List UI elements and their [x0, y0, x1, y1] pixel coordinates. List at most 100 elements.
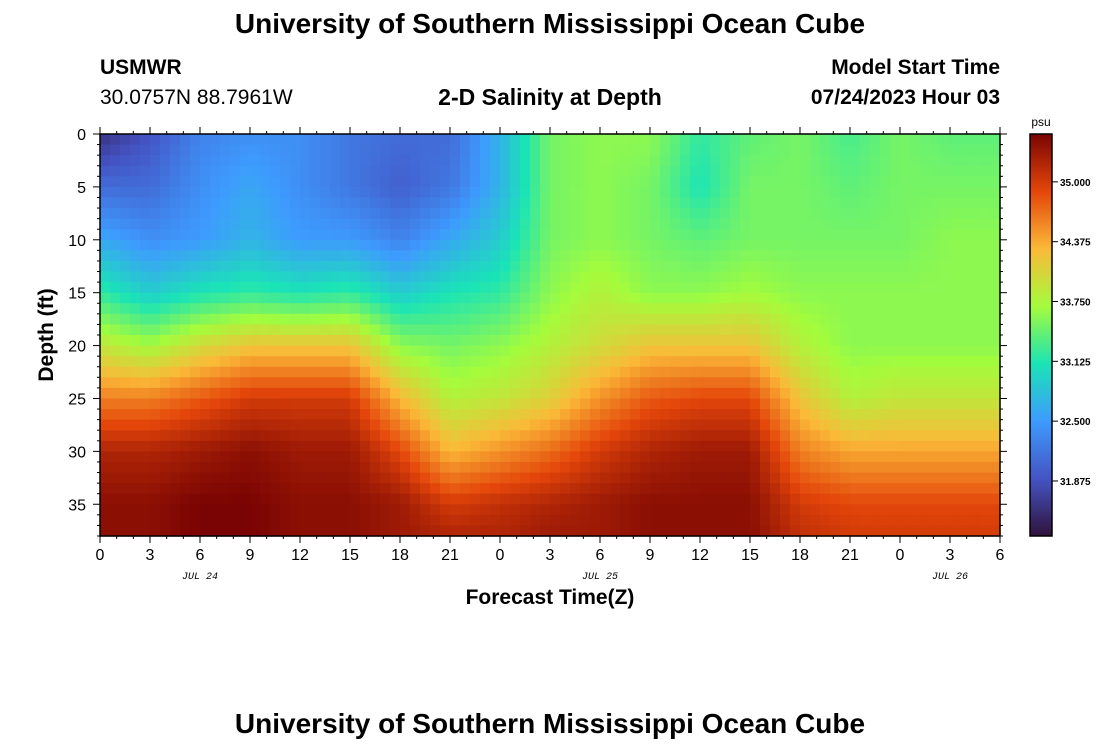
heatmap-cell — [140, 197, 151, 209]
heatmap-cell — [240, 197, 251, 209]
heatmap-cell — [820, 239, 831, 251]
heatmap-cell — [800, 186, 811, 199]
heatmap-cell — [200, 419, 211, 431]
heatmap-cell — [480, 165, 491, 177]
heatmap-cell — [420, 144, 431, 156]
heatmap-cell — [970, 451, 981, 463]
heatmap-cell — [370, 208, 381, 220]
heatmap-cell — [440, 493, 451, 505]
heatmap-cell — [950, 419, 961, 431]
heatmap-cell — [910, 483, 921, 495]
heatmap-cell — [160, 250, 171, 262]
heatmap-cell — [610, 377, 621, 389]
heatmap-cell — [790, 514, 801, 527]
heatmap-cell — [150, 176, 161, 188]
heatmap-cell — [650, 387, 661, 400]
heatmap-cell — [180, 176, 191, 188]
heatmap-cell — [980, 525, 991, 537]
heatmap-cell — [880, 218, 891, 230]
heatmap-cell — [460, 144, 471, 156]
heatmap-cell — [610, 239, 621, 251]
heatmap-cell — [650, 409, 661, 421]
heatmap-cell — [570, 409, 581, 421]
heatmap-cell — [530, 292, 541, 304]
heatmap-cell — [840, 260, 851, 273]
heatmap-cell — [940, 303, 951, 315]
heatmap-cell — [910, 260, 921, 273]
heatmap-cell — [220, 430, 231, 442]
heatmap-cell — [210, 176, 221, 188]
heatmap-cell — [290, 451, 301, 463]
heatmap-cell — [660, 504, 671, 516]
heatmap-cell — [190, 472, 201, 484]
heatmap-cell — [450, 303, 461, 315]
heatmap-cell — [280, 303, 291, 315]
heatmap-cell — [650, 292, 661, 304]
heatmap-cell — [510, 303, 521, 315]
heatmap-cell — [410, 409, 421, 421]
heatmap-cell — [270, 239, 281, 251]
heatmap-cell — [360, 324, 371, 336]
heatmap-cell — [770, 239, 781, 251]
heatmap-cell — [500, 472, 511, 484]
heatmap-cell — [250, 472, 261, 484]
heatmap-cell — [120, 377, 131, 389]
heatmap-cell — [470, 176, 481, 188]
heatmap-cell — [330, 525, 341, 537]
heatmap-cell — [800, 134, 811, 146]
heatmap-cell — [620, 186, 631, 199]
heatmap-cell — [650, 440, 661, 452]
heatmap-cell — [330, 144, 341, 156]
heatmap-cell — [340, 292, 351, 304]
heatmap-cell — [540, 303, 551, 315]
heatmap-cell — [660, 282, 671, 294]
heatmap-cell — [630, 250, 641, 262]
heatmap-cell — [260, 504, 271, 516]
heatmap-cell — [180, 345, 191, 357]
heatmap-cell — [960, 260, 971, 273]
heatmap-cell — [160, 387, 171, 400]
heatmap-cell — [290, 260, 301, 273]
heatmap-cell — [620, 197, 631, 209]
heatmap-cell — [580, 493, 591, 505]
heatmap-cell — [780, 271, 791, 283]
heatmap-cell — [190, 239, 201, 251]
x-tick-label: 9 — [246, 547, 255, 564]
heatmap-cell — [160, 398, 171, 410]
heatmap-cell — [270, 525, 281, 537]
heatmap-cell — [620, 282, 631, 294]
heatmap-cell — [860, 387, 871, 400]
heatmap-cell — [280, 335, 291, 347]
heatmap-cell — [370, 430, 381, 442]
heatmap-cell — [700, 409, 711, 421]
heatmap-cell — [110, 250, 121, 262]
heatmap-cell — [440, 144, 451, 156]
heatmap-cell — [310, 419, 321, 431]
heatmap-cell — [650, 208, 661, 220]
heatmap-cell — [580, 451, 591, 463]
heatmap-cell — [440, 366, 451, 378]
heatmap-cell — [480, 324, 491, 336]
heatmap-cell — [960, 514, 971, 527]
heatmap-cell — [260, 398, 271, 410]
heatmap-cell — [970, 239, 981, 251]
heatmap-cell — [970, 218, 981, 230]
heatmap-cell — [400, 176, 411, 188]
heatmap-cell — [570, 144, 581, 156]
heatmap-cell — [530, 514, 541, 527]
heatmap-cell — [510, 218, 521, 230]
heatmap-cell — [360, 409, 371, 421]
heatmap-cell — [300, 218, 311, 230]
heatmap-cell — [670, 186, 681, 199]
heatmap-cell — [330, 451, 341, 463]
heatmap-cell — [450, 356, 461, 368]
heatmap-cell — [810, 208, 821, 220]
heatmap-cell — [910, 144, 921, 156]
heatmap-cell — [560, 324, 571, 336]
heatmap-cell — [740, 366, 751, 378]
heatmap-cell — [650, 398, 661, 410]
heatmap-cell — [650, 430, 661, 442]
heatmap-cell — [770, 165, 781, 177]
heatmap-cell — [910, 430, 921, 442]
heatmap-cell — [130, 155, 141, 167]
